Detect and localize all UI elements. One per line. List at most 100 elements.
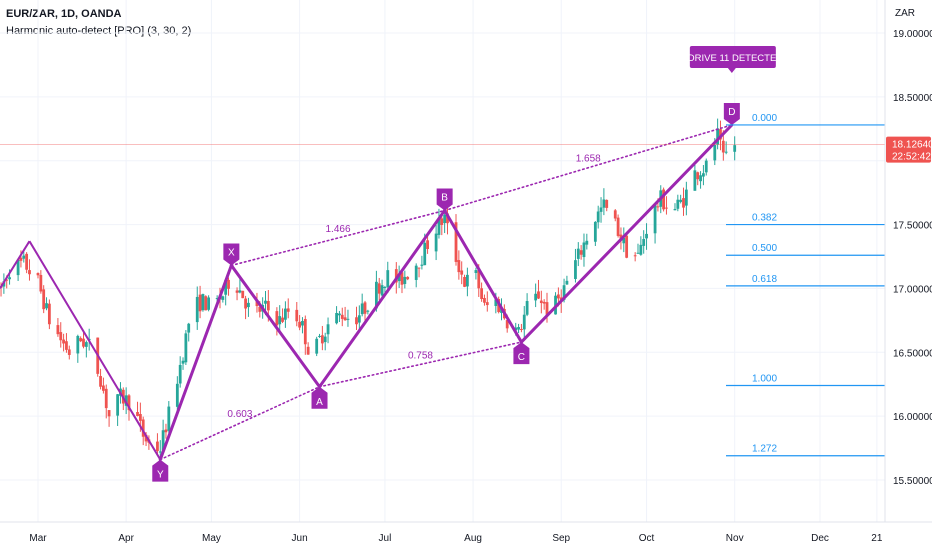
candle-body — [161, 430, 165, 451]
ratio-label: 0.758 — [408, 350, 433, 361]
candle-body — [673, 208, 677, 211]
candle-body — [138, 414, 142, 421]
candle-body — [264, 300, 267, 304]
candle-body — [480, 288, 484, 300]
candle-body — [693, 170, 697, 191]
candle-body — [67, 349, 71, 355]
candle-body — [679, 199, 683, 202]
candle-body — [343, 317, 347, 321]
candle-body — [178, 364, 182, 384]
candle-body — [187, 323, 191, 333]
x-tick-label: Mar — [29, 533, 47, 544]
point-label-B: B — [441, 193, 448, 204]
candle-body — [656, 206, 660, 208]
x-tick-label: Dec — [811, 533, 829, 544]
candle-body — [323, 336, 327, 343]
candle-body — [653, 204, 657, 234]
point-marker-Y — [152, 459, 169, 482]
candle-body — [613, 210, 617, 219]
candle-body — [22, 255, 26, 259]
candle-body — [514, 327, 518, 331]
candle-body — [204, 296, 208, 311]
candle-body — [616, 217, 620, 236]
time-axis-bg — [0, 522, 932, 550]
x-tick-label: 21 — [871, 533, 883, 544]
y-tick-label: 19.00000 — [893, 29, 932, 40]
last-price-tag — [886, 136, 931, 163]
candle-body — [443, 214, 447, 224]
candle-body — [662, 189, 665, 210]
candle-body — [195, 296, 199, 323]
candle-body — [235, 290, 239, 293]
candle-body — [84, 342, 88, 347]
candle-body — [198, 294, 202, 312]
candle-body — [696, 172, 700, 180]
last-price-text: 18.12640 — [892, 140, 932, 151]
indicator-title: Harmonic auto-detect [PRO] (3, 30, 2) — [6, 25, 192, 37]
candle-body — [363, 302, 367, 314]
candle-body — [377, 283, 381, 294]
candle-body — [414, 265, 418, 280]
candle-body — [275, 311, 279, 326]
candle-body — [36, 273, 40, 276]
candle-body — [403, 276, 407, 284]
candle-body — [406, 276, 410, 280]
candle-body — [338, 313, 341, 316]
candle-body — [107, 410, 111, 417]
candle-body — [295, 309, 299, 322]
fib-label: 0.618 — [752, 274, 777, 285]
candle-body — [247, 302, 250, 308]
candle-body — [676, 199, 680, 209]
candle-body — [116, 394, 120, 416]
candle-body — [556, 294, 560, 299]
candle-body — [684, 189, 688, 206]
x-tick-label: Apr — [118, 533, 134, 544]
candle-body — [437, 218, 441, 235]
candle-body — [596, 211, 600, 223]
candle-body — [702, 173, 705, 177]
candle-body — [682, 198, 685, 208]
candle-body — [366, 310, 370, 312]
candle-body — [542, 301, 546, 304]
candle-body — [633, 255, 637, 257]
x-tick-label: Sep — [552, 533, 570, 544]
candle-body — [517, 327, 520, 330]
y-tick-label: 15.50000 — [893, 476, 932, 487]
candle-body — [625, 235, 629, 258]
candle-body — [460, 270, 464, 275]
candle-body — [320, 335, 324, 344]
candle-body — [454, 222, 458, 262]
ratio-line — [318, 341, 523, 388]
candle-body — [494, 299, 498, 307]
detected-callout — [689, 46, 776, 68]
point-marker-A — [311, 386, 328, 409]
candle-body — [440, 218, 444, 225]
candle-body — [355, 317, 358, 325]
y-tick-label: 18.50000 — [893, 93, 932, 104]
candle-body — [127, 395, 131, 411]
candle-body — [104, 388, 108, 409]
candle-body — [639, 244, 643, 255]
candle-body — [733, 145, 737, 152]
candle-body — [39, 274, 43, 292]
x-tick-label: Jul — [379, 533, 392, 544]
candle-body — [724, 151, 728, 153]
point-marker-D — [723, 102, 740, 125]
candle-body — [520, 328, 523, 330]
candle-body — [537, 291, 540, 299]
candle-body — [28, 270, 31, 275]
candle-body — [47, 303, 51, 325]
candle-body — [221, 296, 225, 300]
candle-body — [713, 144, 717, 161]
candle-body — [400, 272, 404, 285]
fib-label: 1.272 — [752, 444, 777, 455]
candle-body — [59, 332, 63, 341]
x-tick-label: Oct — [639, 533, 655, 544]
candle-body — [605, 199, 609, 208]
candle-body — [286, 308, 290, 312]
candle-body — [582, 242, 586, 258]
candle-body — [184, 333, 188, 363]
candle-body — [474, 270, 478, 274]
